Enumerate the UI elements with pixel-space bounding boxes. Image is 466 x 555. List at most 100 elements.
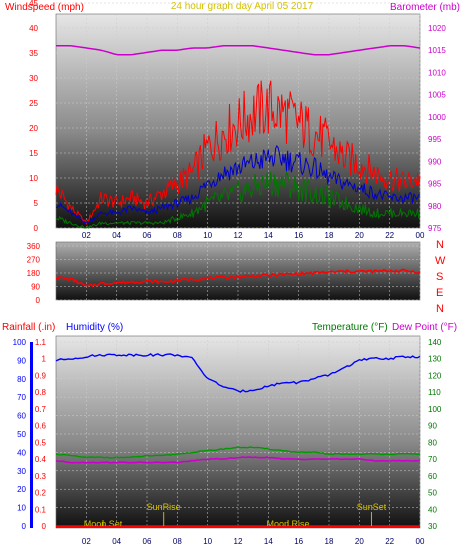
direction-tick-label: 270 (27, 256, 41, 265)
compass-label-w: W (435, 255, 446, 267)
astronomy-event-label: SunSet (357, 502, 387, 512)
temperature-tick-label: 110 (428, 388, 441, 397)
wind-time-tick-label: 20 (355, 231, 364, 240)
compass-label-e: E (436, 287, 443, 299)
temperature-time-tick-label: 00 (416, 537, 425, 546)
wind-time-ticks: 02 04 06 08 10 12 14 16 18 20 22 00 (82, 231, 425, 240)
humidity-tick-label: 100 (13, 338, 27, 347)
rainfall-tick-label: 0.4 (35, 455, 47, 464)
compass-label-s: S (436, 271, 443, 283)
windspeed-tick-label: 0 (34, 224, 39, 233)
rainfall-tick-label: 1 (42, 355, 47, 364)
humidity-tick-label: 0 (22, 522, 27, 531)
humidity-tick-label: 10 (17, 504, 26, 513)
direction-panel-grid (56, 242, 421, 301)
rainfall-tick-label: 0.2 (35, 489, 47, 498)
direction-tick-label: 90 (31, 283, 40, 292)
temperature-tick-label: 100 (428, 405, 442, 414)
barometer-tick-label: 995 (428, 135, 442, 144)
barometer-tick-label: 1015 (428, 46, 446, 55)
windspeed-tick-label: 20 (29, 124, 38, 133)
windspeed-tick-label: 45 (29, 0, 38, 8)
wind-series (55, 45, 421, 229)
astronomy-event-label: Moon Rise (267, 519, 310, 529)
barometer-tick-label: 1010 (428, 68, 446, 77)
barometer-tick-label: 985 (428, 180, 442, 189)
rainfall-baseline (56, 526, 420, 528)
humidity-tick-label: 50 (17, 430, 26, 439)
wind-time-tick-label: 18 (325, 231, 334, 240)
direction-tick-label: 180 (27, 269, 41, 278)
wind-time-tick-label: 22 (385, 231, 394, 240)
windspeed-tick-label: 35 (29, 49, 38, 58)
temperature-series-line (55, 446, 421, 459)
wind-time-tick-label: 10 (203, 231, 212, 240)
rainfall-tick-label: 0.5 (35, 438, 47, 447)
temperature-axis-title: Temperature (°F) (312, 322, 388, 333)
humidity-axis-title: Humidity (%) (66, 322, 123, 333)
windspeed-tick-label: 5 (34, 199, 39, 208)
rainfall-ticks: 0 0.1 0.2 0.3 0.4 0.5 0.6 0.7 0.8 0.9 1 1.1 (35, 338, 47, 531)
wind-direction-series-line (55, 268, 421, 288)
humidity-tick-label: 90 (17, 356, 26, 365)
humidity-ticks: 0 10 20 30 40 50 60 70 80 90 100 (13, 338, 27, 531)
windspeed-ticks: 0 5 10 15 20 25 30 35 40 45 (29, 0, 38, 233)
astronomy-events: Moon Set SunRise Moon Rise SunSet (84, 502, 387, 529)
rainfall-tick-label: 0 (42, 522, 47, 531)
compass-label-n-top: N (436, 239, 444, 251)
temperature-tick-label: 50 (428, 489, 437, 498)
dewpoint-axis-title: Dew Point (°F) (392, 322, 457, 333)
humidity-tick-label: 20 (17, 485, 26, 494)
wind-time-tick-label: 04 (112, 231, 121, 240)
temperature-tick-label: 130 (428, 355, 442, 364)
temperature-ticks: 30 40 50 60 70 80 90 100 110 120 130 140 (428, 338, 442, 531)
humidity-series-line (55, 353, 421, 393)
direction-series (55, 268, 421, 288)
compass-label-n-bottom: N (436, 303, 444, 315)
windspeed-tick-label: 25 (29, 99, 38, 108)
barometer-tick-label: 990 (428, 157, 442, 166)
gust-series-line (55, 80, 421, 226)
direction-panel: 0 90 180 270 360 N W S E N (27, 239, 446, 315)
temperature-tick-label: 90 (428, 422, 437, 431)
graph-date-title: 24 hour graph day April 05 2017 (171, 1, 314, 12)
temperature-tick-label: 70 (428, 455, 437, 464)
temperature-time-tick-label: 04 (112, 537, 121, 546)
temperature-tick-label: 120 (428, 371, 442, 380)
low-wind-series-line (55, 171, 421, 229)
rainfall-tick-label: 0.1 (35, 505, 47, 514)
temperature-time-tick-label: 02 (82, 537, 91, 546)
temperature-time-tick-label: 12 (234, 537, 243, 546)
astronomy-event-label: Moon Set (84, 519, 123, 529)
temperature-time-tick-label: 10 (203, 537, 212, 546)
temperature-tick-label: 30 (428, 522, 437, 531)
temperature-time-tick-label: 16 (294, 537, 303, 546)
temperature-tick-label: 80 (428, 438, 437, 447)
barometer-tick-label: 975 (428, 224, 442, 233)
wind-panel-grid (56, 2, 421, 229)
humidity-axis-bar (30, 342, 33, 528)
barometer-tick-label: 980 (428, 202, 442, 211)
barometer-ticks: 975 980 985 990 995 1000 1005 1010 1015 1020 (428, 24, 446, 233)
humidity-tick-label: 70 (17, 393, 26, 402)
barometer-series-line (56, 45, 421, 56)
temperature-time-tick-label: 06 (143, 537, 152, 546)
average-wind-series-line (55, 144, 421, 223)
temperature-time-tick-label: 18 (325, 537, 334, 546)
windspeed-tick-label: 40 (29, 24, 38, 33)
temperature-tick-label: 140 (428, 338, 442, 347)
rainfall-tick-label: 0.6 (35, 422, 47, 431)
humidity-tick-label: 30 (17, 467, 26, 476)
humidity-tick-label: 80 (17, 375, 26, 384)
barometer-tick-label: 1000 (428, 113, 446, 122)
temperature-time-tick-label: 20 (355, 537, 364, 546)
windspeed-axis-title: Windspeed (mph) (5, 2, 84, 13)
windspeed-tick-label: 10 (29, 174, 38, 183)
barometer-axis-title: Barometer (mb) (390, 2, 460, 13)
wind-time-tick-label: 14 (264, 231, 273, 240)
windspeed-tick-label: 30 (29, 74, 38, 83)
rainfall-axis-title: Rainfall (.in) (2, 322, 55, 333)
temperature-time-tick-label: 08 (173, 537, 182, 546)
